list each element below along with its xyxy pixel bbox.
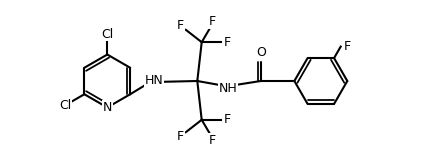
Text: F: F [209,134,216,147]
Text: Cl: Cl [101,28,113,41]
Text: F: F [343,40,350,53]
Text: HN: HN [145,74,163,87]
Text: F: F [224,36,231,49]
Text: F: F [224,113,231,126]
Text: N: N [103,101,112,114]
Text: F: F [177,19,184,32]
Text: O: O [256,46,266,59]
Text: Cl: Cl [59,99,71,112]
Text: F: F [209,15,216,28]
Text: NH: NH [219,82,238,95]
Text: F: F [177,130,184,143]
